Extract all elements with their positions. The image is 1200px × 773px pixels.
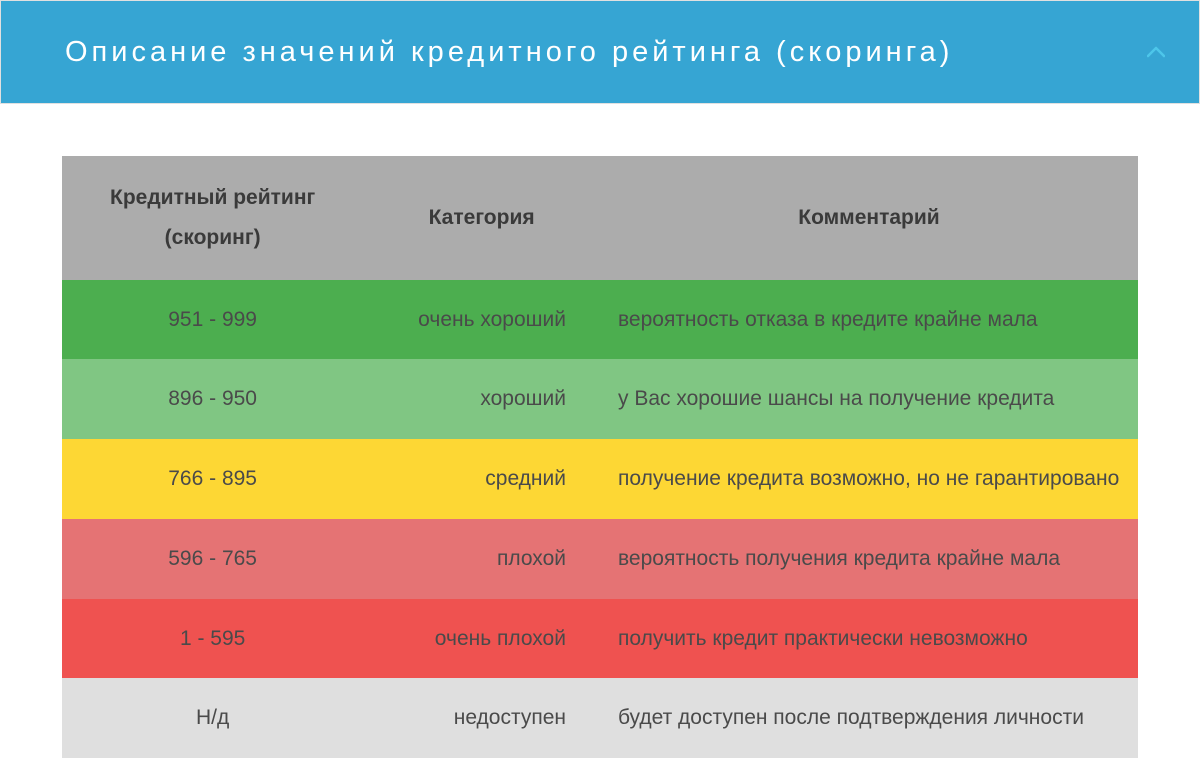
col-comment: Комментарий — [600, 156, 1138, 280]
cell-comment: вероятность получения кредита крайне мал… — [600, 519, 1138, 599]
table-row: 766 - 895 средний получение кредита возм… — [62, 439, 1138, 519]
scoring-table-container: Кредитный рейтинг (скоринг) Категория Ко… — [0, 104, 1200, 768]
cell-score: 951 - 999 — [62, 280, 363, 360]
scoring-table-body: 951 - 999 очень хороший вероятность отка… — [62, 280, 1138, 758]
cell-score: 766 - 895 — [62, 439, 363, 519]
cell-category: недоступен — [363, 678, 600, 758]
cell-category: хороший — [363, 359, 600, 439]
cell-category: очень плохой — [363, 599, 600, 679]
table-row: Н/д недоступен будет доступен после подт… — [62, 678, 1138, 758]
scoring-table: Кредитный рейтинг (скоринг) Категория Ко… — [62, 156, 1138, 758]
cell-comment: получение кредита возможно, но не гарант… — [600, 439, 1138, 519]
cell-score: 896 - 950 — [62, 359, 363, 439]
table-row: 951 - 999 очень хороший вероятность отка… — [62, 280, 1138, 360]
col-category: Категория — [363, 156, 600, 280]
accordion-header[interactable]: Описание значений кредитного рейтинга (с… — [0, 0, 1200, 104]
cell-score: 1 - 595 — [62, 599, 363, 679]
cell-comment: получить кредит практически невозможно — [600, 599, 1138, 679]
cell-score: 596 - 765 — [62, 519, 363, 599]
cell-category: очень хороший — [363, 280, 600, 360]
cell-score: Н/д — [62, 678, 363, 758]
table-header-row: Кредитный рейтинг (скоринг) Категория Ко… — [62, 156, 1138, 280]
table-row: 596 - 765 плохой вероятность получения к… — [62, 519, 1138, 599]
cell-comment: у Вас хорошие шансы на получение кредита — [600, 359, 1138, 439]
cell-category: средний — [363, 439, 600, 519]
panel-title: Описание значений кредитного рейтинга (с… — [65, 36, 953, 69]
chevron-up-icon — [1145, 41, 1167, 63]
cell-category: плохой — [363, 519, 600, 599]
cell-comment: вероятность отказа в кредите крайне мала — [600, 280, 1138, 360]
table-row: 896 - 950 хороший у Вас хорошие шансы на… — [62, 359, 1138, 439]
cell-comment: будет доступен после подтверждения лично… — [600, 678, 1138, 758]
col-score: Кредитный рейтинг (скоринг) — [62, 156, 363, 280]
table-row: 1 - 595 очень плохой получить кредит пра… — [62, 599, 1138, 679]
